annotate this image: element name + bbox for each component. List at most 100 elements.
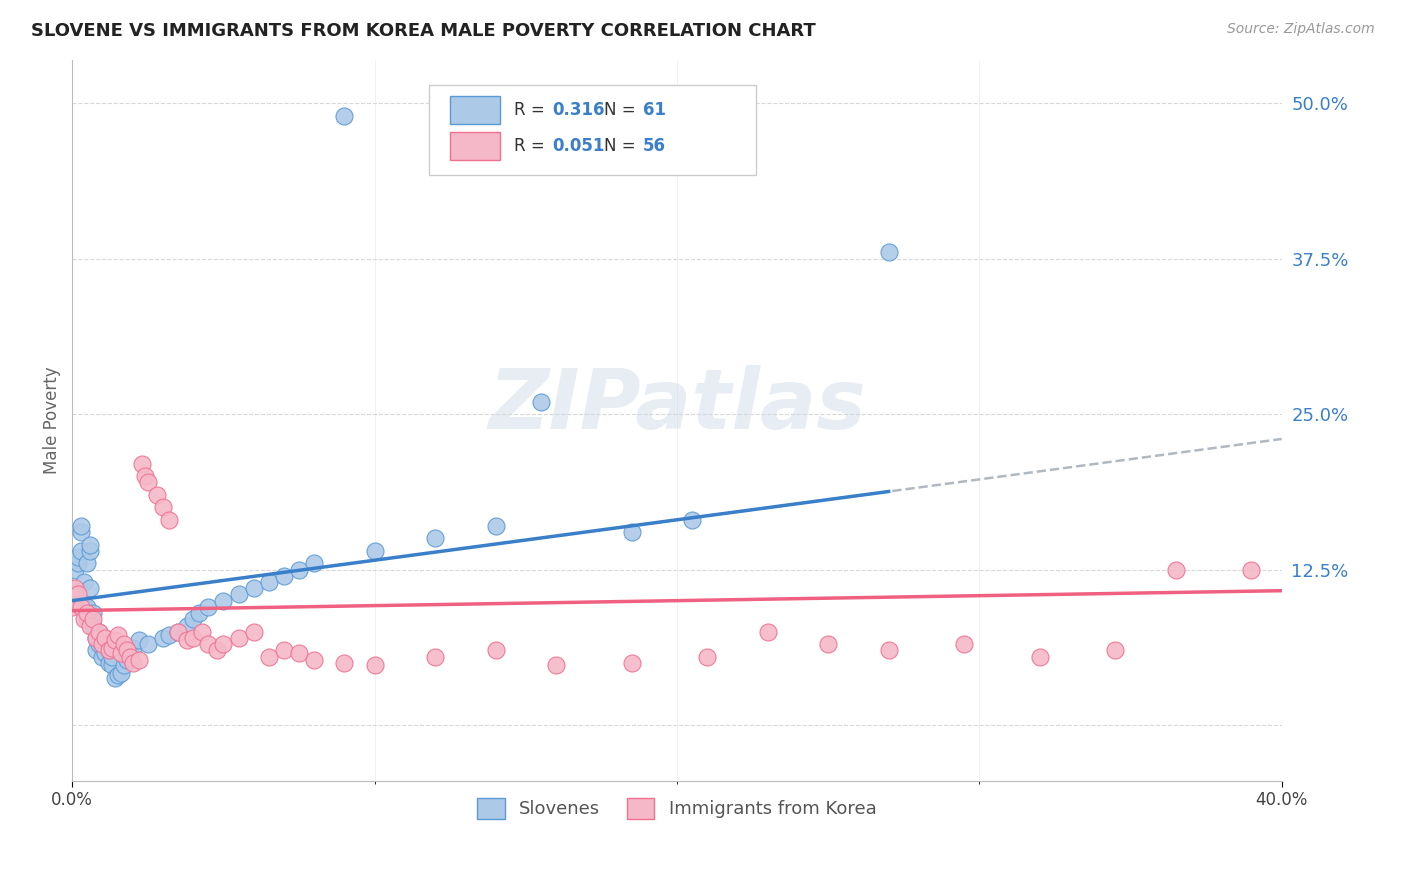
Point [70, 544, 93, 558]
Point [82, 612, 104, 626]
Point [134, 469, 156, 483]
Point [157, 628, 180, 642]
Point [953, 637, 976, 651]
Point [157, 513, 180, 527]
Text: 0.316: 0.316 [553, 101, 605, 119]
Point [103, 633, 125, 648]
Point [79, 538, 101, 552]
Point [176, 618, 198, 632]
Point [112, 637, 135, 651]
Point [121, 640, 143, 655]
Text: 56: 56 [643, 136, 666, 155]
FancyBboxPatch shape [450, 132, 501, 160]
Point [76, 557, 98, 571]
Point [79, 544, 101, 558]
Point [94, 646, 117, 660]
Point [363, 544, 385, 558]
Point [110, 646, 132, 660]
Point [128, 633, 150, 648]
Point [167, 624, 190, 639]
Point [70, 519, 93, 533]
Point [288, 646, 311, 660]
Point [79, 618, 101, 632]
Point [86, 631, 108, 645]
Point [100, 658, 122, 673]
Point [97, 656, 120, 670]
Point [65, 581, 87, 595]
Point [76, 612, 98, 626]
Y-axis label: Male Poverty: Male Poverty [44, 367, 60, 475]
Point [67, 557, 90, 571]
Text: Source: ZipAtlas.com: Source: ZipAtlas.com [1227, 22, 1375, 37]
Point [363, 658, 385, 673]
Point [79, 581, 101, 595]
Point [756, 624, 779, 639]
Point [121, 656, 143, 670]
Point [110, 665, 132, 680]
Point [302, 557, 325, 571]
Point [544, 658, 567, 673]
Point [89, 624, 111, 639]
Point [288, 563, 311, 577]
Point [1164, 563, 1187, 577]
Point [97, 643, 120, 657]
Point [228, 631, 250, 645]
Point [67, 550, 90, 565]
Point [423, 649, 446, 664]
Point [82, 618, 104, 632]
Point [115, 643, 138, 657]
Point [242, 581, 264, 595]
Point [76, 606, 98, 620]
Point [128, 653, 150, 667]
Point [146, 488, 169, 502]
FancyBboxPatch shape [450, 95, 501, 124]
Point [94, 631, 117, 645]
Point [191, 624, 214, 639]
Point [60, 599, 83, 614]
Point [118, 649, 141, 664]
Point [107, 628, 129, 642]
Point [118, 646, 141, 660]
Point [73, 574, 96, 589]
Text: 0.051: 0.051 [553, 136, 605, 155]
Point [107, 668, 129, 682]
Point [1104, 643, 1126, 657]
Point [100, 640, 122, 655]
Point [112, 658, 135, 673]
Point [76, 599, 98, 614]
Point [212, 637, 235, 651]
Point [484, 519, 506, 533]
Point [67, 587, 90, 601]
Text: R =: R = [513, 136, 550, 155]
Point [302, 653, 325, 667]
Point [97, 643, 120, 657]
Point [273, 568, 295, 582]
Text: 61: 61 [643, 101, 666, 119]
Text: N =: N = [605, 101, 641, 119]
Point [188, 606, 211, 620]
Point [100, 649, 122, 664]
Point [94, 631, 117, 645]
Point [620, 656, 643, 670]
Point [60, 593, 83, 607]
Point [197, 599, 219, 614]
Point [136, 637, 159, 651]
Point [86, 643, 108, 657]
Point [167, 624, 190, 639]
Point [696, 649, 718, 664]
Point [152, 500, 174, 515]
Point [333, 109, 356, 123]
Point [530, 394, 553, 409]
Point [152, 631, 174, 645]
Point [136, 475, 159, 490]
Point [103, 671, 125, 685]
Point [89, 637, 111, 651]
FancyBboxPatch shape [429, 85, 755, 175]
Point [131, 457, 153, 471]
Point [91, 637, 114, 651]
Point [817, 637, 839, 651]
Point [115, 653, 138, 667]
Point [423, 532, 446, 546]
Point [242, 624, 264, 639]
Point [228, 587, 250, 601]
